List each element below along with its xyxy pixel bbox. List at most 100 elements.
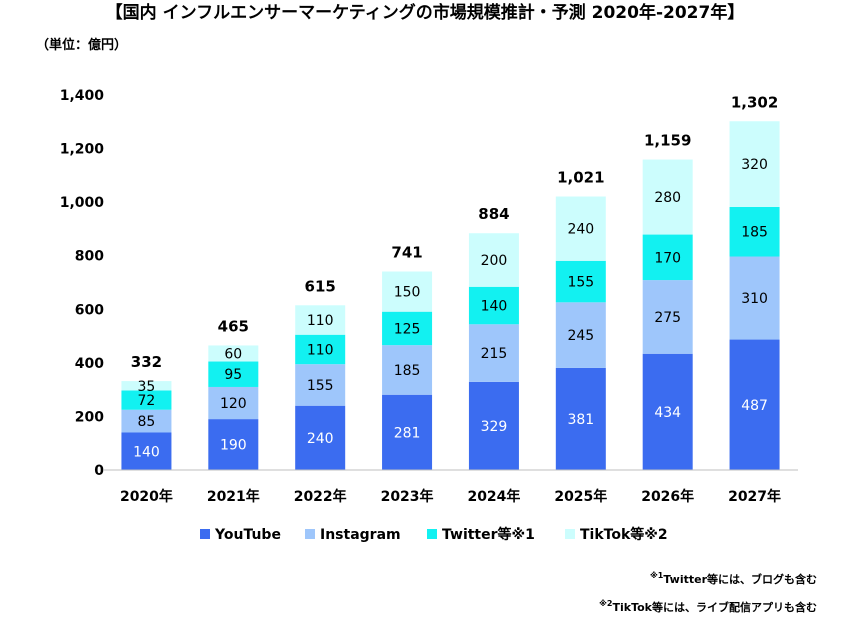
data-label: 434: [654, 405, 681, 421]
data-label: 72: [138, 393, 156, 409]
footnote-mark: ※1: [650, 570, 664, 580]
bar-segment-twitter: [121, 390, 172, 410]
footnote: ※2TikTok等には、ライブ配信アプリも含む: [599, 598, 817, 614]
footnote-text: Twitter等には、ブログも含む: [663, 572, 817, 586]
data-label: 110: [307, 342, 334, 358]
bar-segment-instagram: [642, 280, 693, 354]
bar-segment-tiktok: [208, 345, 259, 362]
bar-segment-youtube: [468, 381, 519, 470]
bar-segment-youtube: [729, 339, 780, 470]
data-label: 140: [481, 299, 508, 315]
chart-title: 【国内 インフルエンサーマーケティングの市場規模推計・予測 2020年-2027…: [106, 2, 745, 23]
y-tick-label: 400: [75, 356, 104, 372]
data-label: 280: [654, 190, 681, 206]
footnote-mark: ※2: [599, 598, 612, 608]
bar-segment-tiktok: [555, 196, 606, 261]
footnotes: ※1Twitter等には、ブログも含む ※2TikTok等には、ライブ配信アプリも…: [599, 570, 817, 614]
y-axis: 0 200 400 600 800 1,000 1,200 1,400: [60, 88, 105, 479]
y-tick-label: 600: [75, 302, 104, 318]
x-tick-label: 2023年: [381, 488, 434, 505]
bar-segment-twitter: [642, 234, 693, 281]
bar-segment-youtube: [642, 353, 693, 470]
data-label: 125: [394, 321, 421, 337]
bar-segment-instagram: [729, 256, 780, 340]
footnote: ※1Twitter等には、ブログも含む: [650, 570, 817, 586]
x-tick-label: 2027年: [728, 488, 781, 505]
bar-segment-youtube: [208, 419, 259, 470]
legend-swatch: [305, 529, 315, 539]
bar-segment-instagram: [382, 345, 433, 395]
data-label: 190: [220, 438, 247, 454]
data-label: 381: [567, 412, 594, 428]
total-label: 332: [131, 353, 162, 371]
y-tick-label: 1,400: [60, 88, 105, 104]
data-label: 110: [307, 313, 334, 329]
data-label: 85: [138, 414, 156, 430]
legend-swatch: [565, 529, 575, 539]
y-tick-label: 200: [75, 409, 104, 425]
data-label: 275: [654, 310, 681, 326]
data-label: 185: [394, 363, 421, 379]
bar-segment-twitter: [729, 206, 780, 257]
bar-segment-twitter: [555, 260, 606, 303]
data-label: 140: [133, 444, 160, 460]
total-label: 1,159: [644, 132, 691, 150]
bar-segment-twitter: [468, 286, 519, 325]
bar-segment-twitter: [208, 361, 259, 387]
bar-segment-youtube: [555, 367, 606, 470]
bar-segment-youtube: [295, 405, 346, 470]
data-label: 150: [394, 285, 421, 301]
y-tick-label: 800: [75, 249, 104, 265]
data-label: 329: [481, 419, 508, 435]
bar-segment-instagram: [121, 409, 172, 433]
data-label: 60: [224, 346, 242, 362]
bar-segment-tiktok: [642, 159, 693, 235]
bar-segment-tiktok: [295, 305, 346, 335]
total-label: 884: [478, 205, 509, 223]
legend-swatch: [427, 529, 437, 539]
total-label: 1,302: [731, 93, 778, 111]
legend-label: YouTube: [214, 527, 281, 543]
data-label: 170: [654, 250, 681, 266]
y-tick-label: 1,000: [60, 195, 105, 211]
data-label: 320: [741, 157, 768, 173]
bar-segment-youtube: [382, 394, 433, 470]
data-label: 200: [481, 253, 508, 269]
bar-segment-instagram: [468, 324, 519, 382]
bar-segment-instagram: [208, 386, 259, 420]
x-tick-label: 2024年: [467, 488, 520, 505]
y-tick-label: 1,200: [60, 142, 105, 158]
total-label: 465: [218, 317, 249, 335]
total-label: 1,021: [557, 169, 604, 187]
x-tick-label: 2022年: [294, 488, 347, 505]
total-label: 741: [391, 244, 422, 262]
bar-segment-tiktok: [382, 271, 433, 312]
legend-swatch: [200, 529, 210, 539]
bar-segment-twitter: [295, 334, 346, 365]
unit-label: （単位：億円）: [36, 37, 127, 53]
data-label: 185: [741, 225, 768, 241]
x-axis: 2020年 2021年 2022年 2023年 2024年 2025年 2026年 2027年: [120, 488, 781, 505]
x-tick-label: 2020年: [120, 488, 173, 505]
legend-label: Twitter等※1: [442, 526, 535, 543]
x-tick-label: 2025年: [554, 488, 607, 505]
bar-segment-instagram: [555, 302, 606, 368]
bar-segment-instagram: [295, 364, 346, 406]
data-label: 215: [481, 346, 508, 362]
data-label: 155: [567, 275, 594, 291]
bar-segment-youtube: [121, 432, 172, 470]
bar-segment-tiktok: [729, 121, 780, 207]
data-label: 155: [307, 378, 334, 394]
footnote-text: TikTok等には、ライブ配信アプリも含む: [612, 600, 817, 614]
data-label: 487: [741, 398, 768, 414]
legend-label: TikTok等※2: [580, 526, 668, 543]
legend: YouTube Instagram Twitter等※1 TikTok等※2: [200, 526, 668, 543]
data-label: 310: [741, 291, 768, 307]
x-tick-label: 2021年: [207, 488, 260, 505]
data-label: 240: [307, 431, 334, 447]
data-label: 240: [567, 222, 594, 238]
total-label: 615: [305, 277, 336, 295]
legend-label: Instagram: [320, 527, 401, 543]
data-label: 120: [220, 396, 247, 412]
